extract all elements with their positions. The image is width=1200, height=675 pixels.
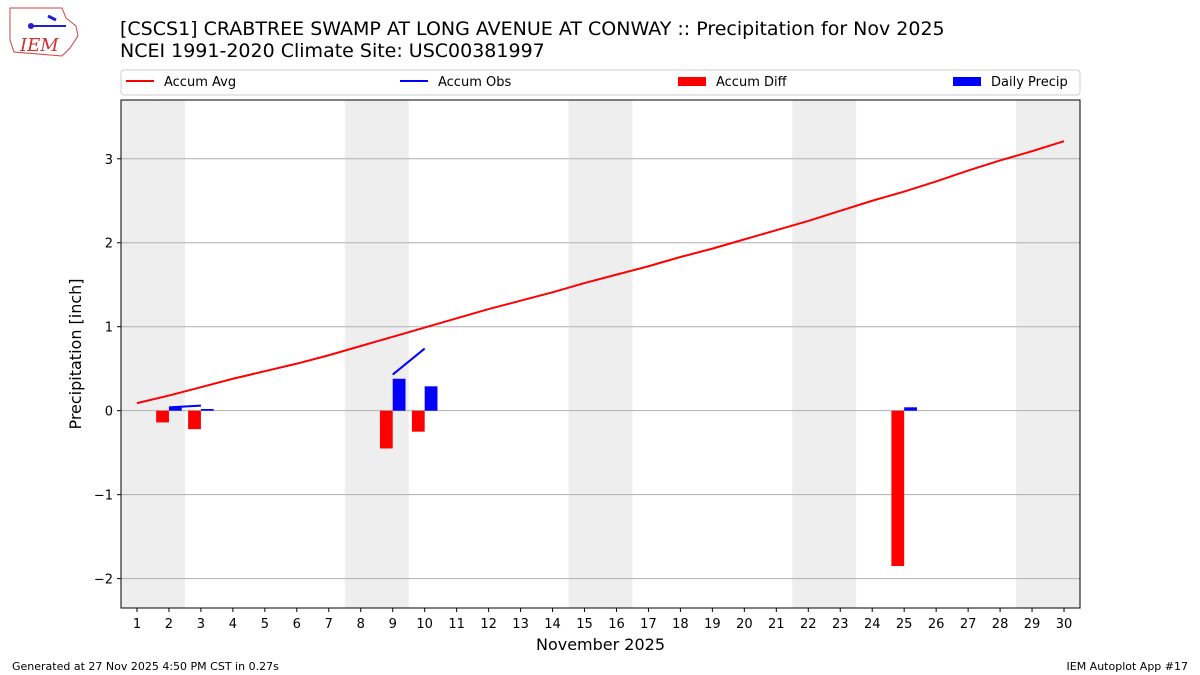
legend-label: Accum Avg xyxy=(164,75,236,90)
x-tick-label: 17 xyxy=(640,617,657,632)
x-tick-label: 25 xyxy=(896,617,913,632)
x-tick-label: 2 xyxy=(165,617,173,632)
bar-daily-precip xyxy=(904,407,917,411)
x-tick-label: 10 xyxy=(416,617,433,632)
weekend-shading xyxy=(121,100,185,608)
logo-text: IEM xyxy=(19,35,59,56)
iem-logo: IEM xyxy=(9,7,79,57)
bar-daily-precip xyxy=(200,408,214,411)
weekend-shading xyxy=(1016,100,1080,608)
chart-subtitle: NCEI 1991-2020 Climate Site: USC00381997 xyxy=(120,40,545,62)
bar-accum-diff xyxy=(188,410,201,430)
line-accum-avg xyxy=(136,140,1065,405)
x-tick-label: 4 xyxy=(229,617,237,632)
x-tick-label: 16 xyxy=(608,617,625,632)
legend-label: Accum Obs xyxy=(438,75,511,90)
x-tick-label: 26 xyxy=(928,617,945,632)
weekend-shading xyxy=(344,100,409,608)
y-tick-label: −2 xyxy=(94,573,113,588)
x-tick-label: 11 xyxy=(448,617,465,632)
bar-accum-diff xyxy=(379,410,393,449)
y-tick-label: 2 xyxy=(105,237,113,252)
x-tick-label: 7 xyxy=(325,617,333,632)
weekend-shading xyxy=(568,100,633,608)
legend-frame xyxy=(120,69,1081,96)
legend-swatch xyxy=(678,77,706,86)
footer-app: IEM Autoplot App #17 xyxy=(1067,660,1189,673)
line-accum-obs xyxy=(392,347,426,376)
x-tick-label: 30 xyxy=(1056,617,1073,632)
x-tick-label: 20 xyxy=(736,617,753,632)
x-tick-label: 24 xyxy=(864,617,881,632)
bar-daily-precip xyxy=(168,407,182,411)
chart-title: [CSCS1] CRABTREE SWAMP AT LONG AVENUE AT… xyxy=(120,18,945,40)
weekend-shading xyxy=(792,100,857,608)
bar-daily-precip xyxy=(392,378,406,411)
bar-accum-diff xyxy=(891,410,905,567)
x-tick-label: 9 xyxy=(389,617,397,632)
y-axis-label: Precipitation [inch] xyxy=(66,278,85,429)
x-tick-label: 3 xyxy=(197,617,205,632)
x-tick-label: 23 xyxy=(832,617,849,632)
x-axis-label: November 2025 xyxy=(536,635,665,654)
bar-daily-precip xyxy=(424,386,438,411)
y-tick-label: −1 xyxy=(94,489,113,504)
x-tick-label: 19 xyxy=(704,617,721,632)
x-tick-label: 22 xyxy=(800,617,817,632)
x-tick-label: 6 xyxy=(293,617,301,632)
bar-accum-diff xyxy=(156,410,169,423)
footer-generated: Generated at 27 Nov 2025 4:50 PM CST in … xyxy=(12,660,279,673)
line-accum-obs xyxy=(168,404,201,409)
y-tick-label: 1 xyxy=(105,321,113,336)
legend: Accum Avg Accum Obs Accum Diff Daily Precip xyxy=(120,69,1081,96)
legend-label: Daily Precip xyxy=(991,75,1068,90)
x-tick-label: 29 xyxy=(1024,617,1041,632)
x-tick-label: 13 xyxy=(512,617,529,632)
x-tick-label: 1 xyxy=(133,617,141,632)
x-tick-label: 21 xyxy=(768,617,785,632)
y-tick-label: 0 xyxy=(105,405,113,420)
x-tick-label: 14 xyxy=(544,617,561,632)
x-tick-label: 5 xyxy=(261,617,269,632)
x-tick-label: 18 xyxy=(672,617,689,632)
legend-swatch xyxy=(953,77,981,86)
bar-accum-diff xyxy=(411,410,425,432)
y-tick-label: 3 xyxy=(105,153,113,168)
x-tick-label: 27 xyxy=(960,617,977,632)
x-tick-label: 28 xyxy=(992,617,1009,632)
x-tick-label: 8 xyxy=(357,617,365,632)
x-tick-label: 12 xyxy=(480,617,497,632)
x-tick-label: 15 xyxy=(576,617,593,632)
plot-frame xyxy=(120,99,1081,609)
legend-label: Accum Diff xyxy=(716,75,788,90)
